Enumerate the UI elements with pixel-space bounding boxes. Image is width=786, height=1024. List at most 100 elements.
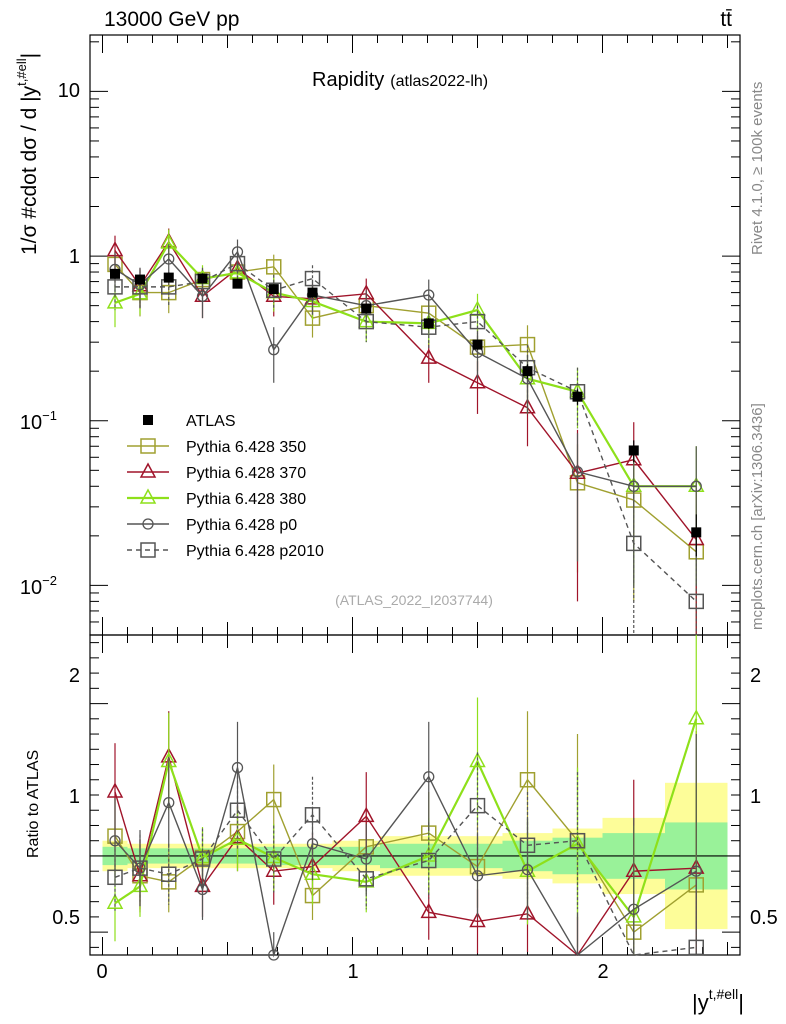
legend-label: ATLAS [186,413,236,430]
series-atlas [110,268,702,557]
ratio-point [519,837,536,854]
energy-label: 13000 GeV pp [104,8,239,31]
analysis-label: (ATLAS_2022_I2037744) [335,592,493,608]
data-point [691,527,702,538]
ratio-point [423,771,435,783]
ratio-point [304,807,321,823]
ratio-series-group [106,635,705,961]
data-point [197,273,208,284]
legend-entry: Pythia 6.428 380 [127,488,306,508]
legend-label: Pythia 6.428 p2010 [186,543,324,560]
data-point [110,268,120,279]
ratio-point [134,862,146,874]
ratio-line [114,778,697,934]
ratio-point [420,846,438,862]
ratio-axis-ticks [90,642,740,948]
x-axis-ticks [102,35,728,955]
legend-marker [143,415,153,425]
y-tick-label-10: 10 [58,80,80,102]
ratio-point [357,806,375,823]
legend-marker [140,542,156,558]
ratio-point [106,782,124,798]
data-point [472,339,483,350]
data-point [266,259,282,275]
data-point [571,466,584,478]
ratio-point [358,871,374,887]
plot-title: Rapidity (atlas2022-lh) [312,69,488,91]
legend-label: Pythia 6.428 350 [186,439,306,456]
ratio-point [229,829,246,845]
data-point [196,290,209,302]
ratio-point [421,852,437,869]
data-point [307,287,318,298]
ratio-tick-label-right-0.5: 0.5 [750,907,778,929]
legend-entry: Pythia 6.428 370 [127,462,306,482]
data-point [361,303,372,314]
data-point [304,270,321,287]
series-line [114,240,697,540]
mcplots-label: mcplots.cern.ch [arXiv:1306.3436] [749,403,766,630]
data-point [522,366,533,377]
ratio-series-pythia-6-428-p2010 [107,752,704,956]
ratio-point [229,802,246,818]
data-point [423,289,435,301]
ratio-point [268,949,280,961]
x-axis-title: |yt,#ell| [692,986,744,1015]
data-point [268,344,280,356]
ratio-point [266,851,282,867]
legend-entry: Pythia 6.428 350 [127,438,306,456]
ratio-point [469,797,486,814]
ratio-point [469,911,486,928]
y-tick-label-0.1: 10−1 [20,408,57,434]
legend-marker [140,438,156,454]
ratio-tick-label-0.5: 0.5 [52,907,80,929]
data-point [266,282,282,299]
ratio-point [194,851,211,867]
legend-entry: Pythia 6.428 p2010 [127,542,324,560]
data-point [423,318,434,329]
ratio-line [114,718,698,920]
x-tick-label-0: 0 [96,961,107,983]
data-point [420,348,438,364]
ratio-axis-title: Ratio to ATLAS [25,750,42,858]
data-point [626,535,642,552]
ratio-point [163,796,175,809]
data-point [358,313,374,330]
ratio-point [519,772,536,788]
data-point [628,445,639,456]
series-line [115,262,697,602]
ratio-tick-label-right-2: 2 [750,665,761,687]
data-point [163,272,174,283]
rivet-version-label: Rivet 4.1.0, ≥ 100k events [749,82,766,255]
ratio-point [687,709,705,725]
data-point [572,391,583,402]
data-point [229,255,246,272]
series-line [114,241,697,488]
data-point [469,373,486,389]
legend-marker [139,462,157,478]
data-point [469,313,486,330]
ratio-point [569,832,586,849]
ratio-point [266,791,282,808]
data-point [690,480,702,492]
y-tick-label-0.01: 10−2 [20,573,57,599]
ratio-tick-label-1: 1 [69,786,80,808]
ratio-point [628,903,640,915]
y-tick-label-1: 1 [69,246,80,268]
y-axis-title: 1/σ #cdot dσ / d |yt,#ell| [14,53,41,255]
main-axis-ticks [90,41,740,636]
ratio-point [471,870,484,882]
x-tick-label-2: 2 [597,961,608,983]
ratio-point [107,869,123,886]
legend-label: Pythia 6.428 380 [186,491,306,508]
ratio-point [469,751,486,768]
legend-label: Pythia 6.428 p0 [186,517,297,534]
x-tick-label-1: 1 [347,961,358,983]
ratio-tick-label-2: 2 [69,665,80,687]
ratio-point [132,860,148,876]
ratio-series-pythia-6-428-380 [106,635,705,955]
data-point [232,278,243,289]
legend-entry: Pythia 6.428 p0 [127,517,297,534]
ratio-point [420,902,438,919]
